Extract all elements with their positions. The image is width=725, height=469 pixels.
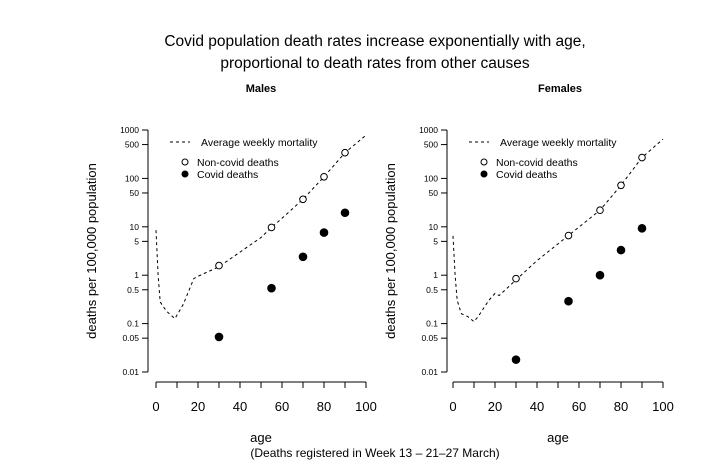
x-tick-label: 40 [530,399,544,414]
covid-point [637,224,647,233]
y-tick-label: 0.5 [127,285,139,295]
y-tick-label: 10 [130,222,140,232]
y-tick-label: 10 [429,222,439,232]
y-tick-label: 0.1 [426,319,438,329]
covid-point [616,245,626,255]
non-covid-point [512,274,520,283]
non-covid-point [564,231,573,240]
y-tick-label: 0.05 [122,333,139,343]
y-tick-label: 50 [429,188,439,198]
x-tick-label: 0 [152,399,159,414]
legend: Average weekly mortality Non-covid deaths… [170,137,318,181]
legend-filled-circle-symbol [181,170,189,178]
x-tick-label: 100 [652,399,674,414]
females-panel: Females 0.01 0.05 0.1 0.5 1 5 10 50 100 500 1000 0 20… [383,83,674,445]
legend-filled-circle-symbol [480,170,488,178]
covid-point [214,332,224,342]
y-tick-label: 0.1 [127,319,139,329]
x-tick-label: 40 [233,399,247,414]
x-axis-label: age [250,430,272,445]
non-covid-point [215,261,223,270]
legend-label: Average weekly mortality [201,137,318,149]
y-tick-label: 0.01 [421,367,438,377]
chart-title-line-1: Covid population death rates increase ex… [164,33,585,50]
legend-label: Average weekly mortality [500,137,617,149]
covid-point [340,208,350,218]
x-tick-label: 60 [275,399,289,414]
covid-point [595,270,605,280]
covid-point [267,283,276,293]
panel-title: Males [246,83,277,95]
panel-title: Females [538,83,582,95]
y-tick-label: 5 [433,236,438,246]
legend: Average weekly mortality Non-covid deaths… [469,137,617,181]
legend-open-circle-symbol [480,158,488,166]
x-tick-label: 80 [614,399,628,414]
x-tick-label: 20 [191,399,205,414]
legend-label: Covid deaths [197,169,258,181]
non-covid-point [299,195,307,204]
non-covid-point [638,153,646,162]
mortality-line [452,138,664,323]
y-axis-label: deaths per 100,000 population [84,163,99,339]
x-axis-label: age [547,430,569,445]
legend-label: Non-covid deaths [496,157,578,169]
x-tick-label: 20 [488,399,502,414]
y-tick-label: 5 [134,236,139,246]
non-covid-point [617,181,625,190]
y-tick-label: 0.01 [122,367,139,377]
mortality-line [155,134,367,320]
covid-point [511,355,521,364]
y-tick-label: 1000 [120,125,139,135]
covid-point [319,228,329,237]
x-tick-label: 60 [572,399,586,414]
x-tick-label: 0 [449,399,456,414]
covid-point [298,252,308,262]
y-tick-label: 500 [424,140,438,150]
non-covid-point [320,172,328,181]
males-panel: Males 0.01 0.05 0.1 0.5 1 5 10 50 100 500 1000 0 20 40… [84,83,377,445]
covid-point [564,296,573,306]
legend-open-circle-symbol [181,158,189,166]
y-tick-label: 100 [424,173,438,183]
chart-title-line-2: proportional to death rates from other c… [220,55,530,72]
y-axis-label: deaths per 100,000 population [383,163,398,339]
y-tick-label: 100 [125,173,139,183]
y-tick-label: 1 [433,270,438,280]
y-tick-label: 0.05 [421,333,438,343]
y-tick-label: 1000 [419,125,438,135]
non-covid-point [596,206,604,215]
legend-label: Non-covid deaths [197,157,279,169]
non-covid-point [341,148,349,157]
y-tick-label: 0.5 [426,285,438,295]
y-tick-label: 500 [125,140,139,150]
x-tick-label: 80 [317,399,331,414]
y-tick-label: 1 [134,270,139,280]
footnote: (Deaths registered in Week 13 – 21–27 Ma… [250,446,499,460]
legend-label: Covid deaths [496,169,557,181]
non-covid-point [267,223,276,232]
y-tick-label: 50 [130,188,140,198]
x-tick-label: 100 [355,399,377,414]
